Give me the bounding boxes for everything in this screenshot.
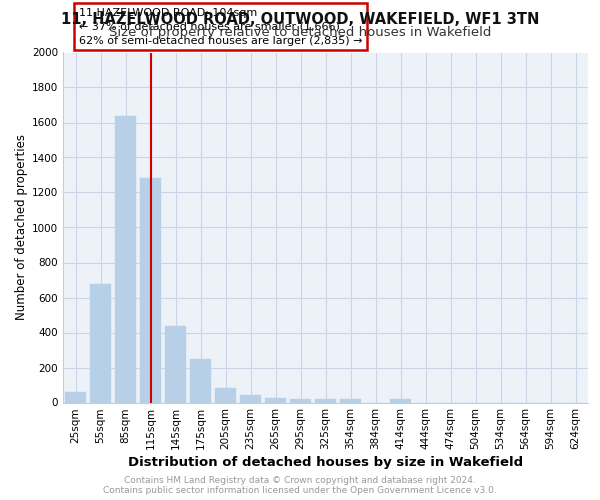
Text: Size of property relative to detached houses in Wakefield: Size of property relative to detached ho…	[109, 26, 491, 39]
Text: 11 HAZELWOOD ROAD: 104sqm
← 37% of detached houses are smaller (1,666)
62% of se: 11 HAZELWOOD ROAD: 104sqm ← 37% of detac…	[79, 8, 362, 46]
Text: 11, HAZELWOOD ROAD, OUTWOOD, WAKEFIELD, WF1 3TN: 11, HAZELWOOD ROAD, OUTWOOD, WAKEFIELD, …	[61, 12, 539, 28]
Bar	[340, 399, 361, 402]
Bar	[115, 116, 136, 403]
Bar	[190, 359, 211, 403]
Bar	[315, 399, 336, 402]
X-axis label: Distribution of detached houses by size in Wakefield: Distribution of detached houses by size …	[128, 456, 523, 469]
Y-axis label: Number of detached properties: Number of detached properties	[15, 134, 28, 320]
Bar	[265, 398, 286, 402]
Bar	[290, 398, 311, 402]
Bar	[215, 388, 236, 402]
Bar	[65, 392, 86, 402]
Bar	[165, 326, 186, 402]
Bar	[240, 394, 261, 402]
Bar	[140, 178, 161, 402]
Text: Contains HM Land Registry data © Crown copyright and database right 2024.
Contai: Contains HM Land Registry data © Crown c…	[103, 476, 497, 495]
Bar	[90, 284, 111, 403]
Bar	[390, 398, 411, 402]
